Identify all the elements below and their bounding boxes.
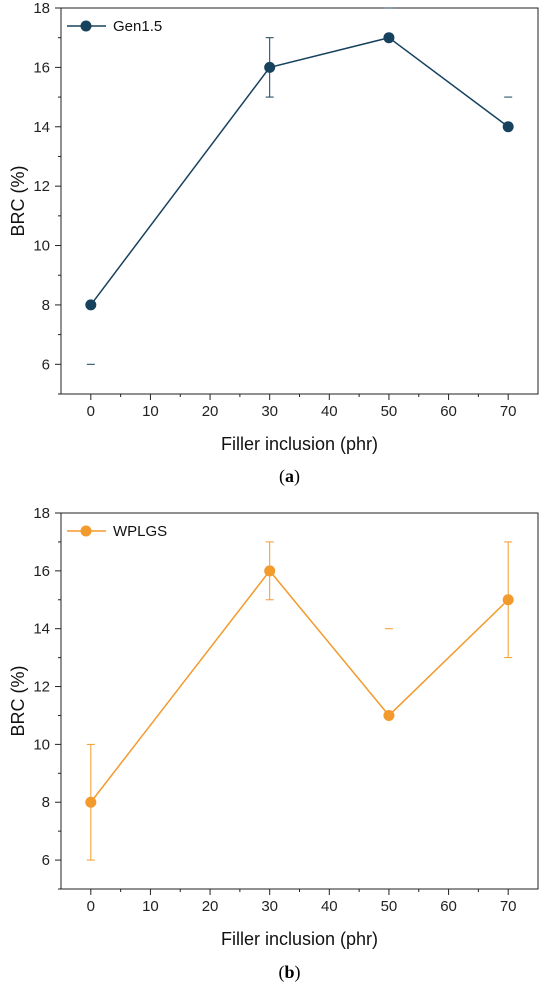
data-point [264, 565, 276, 577]
y-tick-label: 14 [33, 119, 50, 136]
data-point [502, 121, 514, 133]
panel-label: (b) [278, 962, 300, 983]
x-axis-label: Filler inclusion (phr) [221, 929, 378, 949]
y-axis-label: BRC (%) [8, 666, 28, 737]
y-tick-label: 18 [33, 0, 50, 17]
legend-label: Gen1.5 [113, 18, 162, 35]
y-tick-label: 10 [33, 736, 50, 753]
chart-panel-b: 0 10 20 30 40 50 60 70 6 8 10 12 14 16 18 Filler inclus… [8, 505, 539, 983]
y-tick-label: 18 [33, 505, 50, 522]
x-tick-label: 70 [500, 403, 517, 420]
plot-frame [60, 7, 539, 395]
x-tick-label: 60 [440, 898, 457, 915]
data-point [383, 709, 395, 721]
data-point [85, 299, 97, 311]
data-point [264, 61, 276, 73]
x-tick-label: 0 [87, 898, 95, 915]
x-tick-label: 70 [500, 898, 517, 915]
y-tick-label: 6 [42, 356, 50, 373]
y-tick-label: 16 [33, 563, 50, 580]
x-tick-label: 10 [142, 403, 159, 420]
x-tick-label: 50 [381, 403, 398, 420]
y-tick-label: 6 [42, 852, 50, 869]
series-line [90, 36, 509, 306]
y-tick-label: 8 [42, 794, 50, 811]
x-tick-label: 40 [321, 898, 338, 915]
data-point [85, 796, 97, 808]
panel-label: (a) [279, 466, 300, 487]
x-tick-label: 50 [381, 898, 398, 915]
legend-marker [80, 525, 92, 537]
x-tick-label: 30 [261, 403, 278, 420]
x-tick-label: 40 [321, 403, 338, 420]
y-tick-label: 10 [33, 238, 50, 255]
x-tick-label: 60 [440, 403, 457, 420]
legend-marker [80, 20, 92, 32]
y-tick-label: 14 [33, 621, 50, 638]
x-tick-label: 0 [87, 403, 95, 420]
x-axis-label: Filler inclusion (phr) [221, 434, 378, 454]
y-axis-label: BRC (%) [8, 166, 28, 237]
y-tick-label: 12 [33, 178, 50, 195]
plot-frame [60, 512, 539, 890]
y-tick-label: 16 [33, 59, 50, 76]
data-point [502, 594, 514, 606]
series-line [90, 569, 509, 803]
y-tick-label: 12 [33, 679, 50, 696]
chart-panel-a: 0 10 20 30 40 50 60 70 6 8 10 12 14 16 18 Filler inclus… [8, 0, 539, 487]
x-tick-label: 20 [202, 403, 219, 420]
data-point [383, 32, 395, 44]
x-tick-label: 30 [261, 898, 278, 915]
legend-label: WPLGS [113, 523, 167, 540]
x-tick-label: 20 [202, 898, 219, 915]
y-tick-label: 8 [42, 297, 50, 314]
x-tick-label: 10 [142, 898, 159, 915]
